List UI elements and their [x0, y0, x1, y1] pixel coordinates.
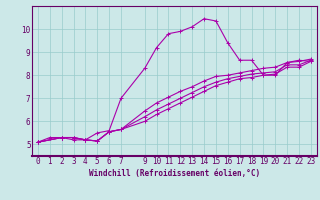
X-axis label: Windchill (Refroidissement éolien,°C): Windchill (Refroidissement éolien,°C) [89, 169, 260, 178]
